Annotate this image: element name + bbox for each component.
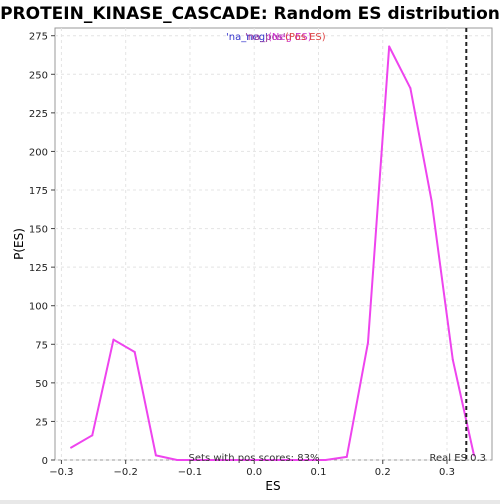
y-tick-label: 50: [35, 379, 48, 390]
series-line: [70, 45, 475, 461]
y-tick-label: 225: [29, 109, 48, 120]
annotation-real-es: Real ES 0.3: [430, 453, 486, 464]
y-tick-label: 175: [29, 186, 48, 197]
axes: 0 25 50 75 100 125 150 175 200 225 250 275 −0.3 −0.2 −…: [29, 32, 455, 478]
y-tick-label: 250: [29, 70, 48, 81]
grid: [55, 28, 492, 461]
series-point: [324, 459, 327, 461]
series-point: [260, 459, 263, 461]
chart-title: PROTEIN_KINASE_CASCADE: Random ES distri…: [0, 4, 500, 24]
annotation-sets-pos: Sets with pos scores: 83%: [189, 453, 320, 464]
legend: 'na_neg' 'na_pos' (Neg ES) (Pos ES): [226, 32, 326, 43]
series-point: [303, 459, 306, 461]
x-axis-label: ES: [265, 479, 280, 493]
legend-label-na-pos: 'na_pos': [245, 32, 286, 43]
y-tick-label: 125: [29, 263, 48, 274]
y-tick-label: 100: [29, 302, 48, 313]
legend-label-neg-es: (Neg ES): [268, 32, 312, 43]
series-point: [91, 434, 94, 437]
series-point: [70, 446, 73, 449]
y-tick-label: 25: [35, 417, 48, 428]
series-point: [176, 459, 179, 461]
series-point: [473, 454, 476, 457]
y-tick-label: 150: [29, 225, 48, 236]
x-tick-label: −0.1: [178, 467, 202, 478]
x-tick-label: 0.0: [246, 467, 262, 478]
legend-label-na-neg: 'na_neg': [226, 32, 268, 43]
y-tick-label: 275: [29, 32, 48, 43]
x-tick-label: −0.2: [114, 467, 138, 478]
series-point: [345, 455, 348, 458]
x-tick-label: 0.1: [311, 467, 327, 478]
x-tick-label: −0.3: [49, 467, 73, 478]
series-point: [112, 338, 115, 341]
y-tick-label: 75: [35, 340, 48, 351]
x-tick-label: 0.3: [439, 467, 455, 478]
y-axis-label: P(ES): [12, 228, 26, 260]
series-point: [239, 459, 242, 461]
plot-area: [54, 27, 493, 461]
series-point: [218, 459, 221, 461]
series-point: [430, 199, 433, 202]
series-point: [197, 459, 200, 461]
series-layer: [70, 28, 476, 461]
y-tick-label: 0: [42, 456, 48, 467]
series-point: [133, 351, 136, 353]
series-point: [282, 459, 285, 461]
series-point: [388, 45, 391, 48]
series-point: [154, 454, 157, 457]
series-point: [451, 358, 454, 361]
x-tick-label: 0.2: [375, 467, 391, 478]
legend-label-pos-es: (Pos ES): [285, 32, 326, 43]
y-tick-label: 200: [29, 147, 48, 158]
series-point: [366, 341, 369, 344]
series-point: [409, 87, 412, 90]
